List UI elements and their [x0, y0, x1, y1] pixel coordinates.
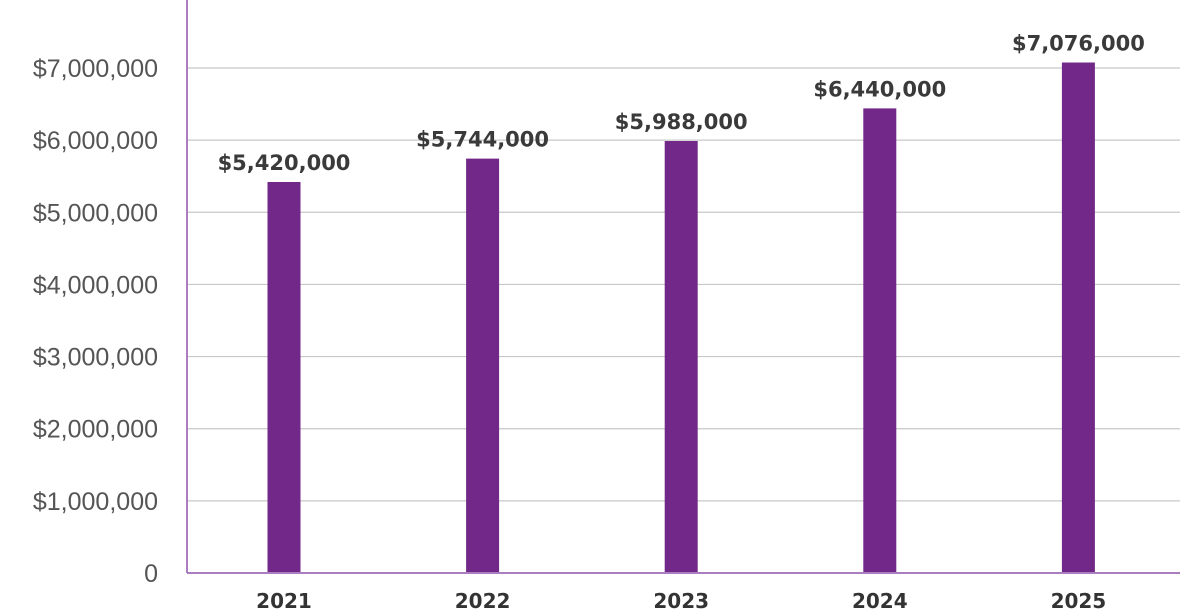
y-tick-label: $4,000,000 [33, 271, 158, 299]
data-label: $5,420,000 [218, 151, 351, 175]
data-labels: $5,420,000 $5,744,000 $5,988,000 $6,440,000… [218, 32, 1145, 175]
bars [267, 62, 1095, 574]
x-tick-label: 2025 [1051, 589, 1107, 613]
y-tick-label: $6,000,000 [33, 127, 158, 155]
y-tick-label: $3,000,000 [33, 344, 158, 372]
x-tick-label: 2022 [455, 589, 511, 613]
x-tick-label: 2021 [256, 589, 312, 613]
x-tick-label: 2023 [653, 589, 709, 613]
data-label: $6,440,000 [813, 77, 946, 101]
bar-2025 [1061, 62, 1095, 573]
bar-2024 [863, 108, 897, 574]
data-label: $5,988,000 [615, 110, 748, 134]
data-label: $5,744,000 [416, 128, 549, 152]
bar-2022 [466, 158, 500, 573]
y-tick-label: 0 [144, 560, 158, 588]
bar-2023 [664, 141, 698, 573]
y-axis-tick-labels: 0 $1,000,000 $2,000,000 $3,000,000 $4,000,00… [33, 55, 158, 588]
y-tick-label: $2,000,000 [33, 416, 158, 444]
x-tick-label: 2024 [852, 589, 908, 613]
data-label: $7,076,000 [1012, 32, 1145, 56]
x-axis-tick-labels: 2021 2022 2023 2024 2025 [256, 589, 1106, 613]
y-tick-label: $1,000,000 [33, 488, 158, 516]
y-tick-label: $5,000,000 [33, 199, 158, 227]
bar-2021 [267, 181, 301, 573]
y-tick-label: $7,000,000 [33, 55, 158, 83]
